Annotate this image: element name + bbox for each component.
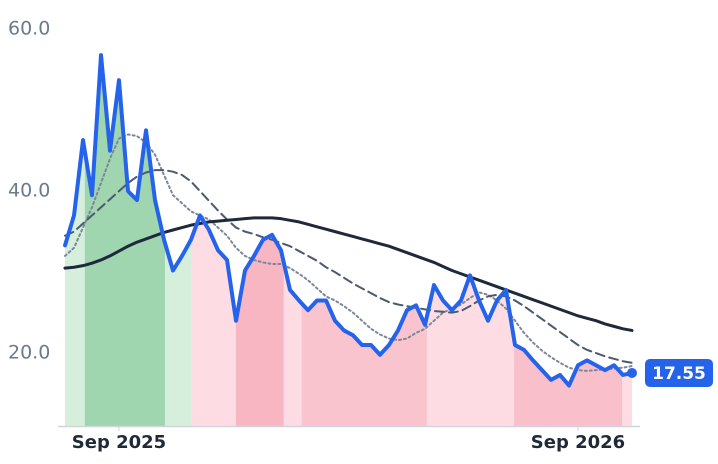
x-tick-label: Sep 2026 [531,432,625,453]
series-line [64,133,633,372]
lines [63,53,637,388]
band [514,339,623,426]
band [236,234,285,426]
bands [65,55,632,426]
series-line [63,53,634,388]
y-tick-label: 60.0 [8,18,50,40]
y-tick-label: 20.0 [8,342,50,364]
band [301,300,428,426]
last-value-badge [645,358,713,387]
y-tick-label: 40.0 [8,180,50,202]
band [191,215,237,426]
band [622,372,632,426]
band [65,140,86,426]
band [283,262,303,426]
band [164,238,192,426]
x-tick-label: Sep 2025 [72,432,166,453]
axes: 17.55 20.0 40.0 60.0 Sep 2025 Sep 2026 [8,18,713,453]
series-line [64,169,633,364]
last-point [627,367,637,378]
series-line [63,216,634,332]
last-value-label: 17.55 [652,364,706,384]
